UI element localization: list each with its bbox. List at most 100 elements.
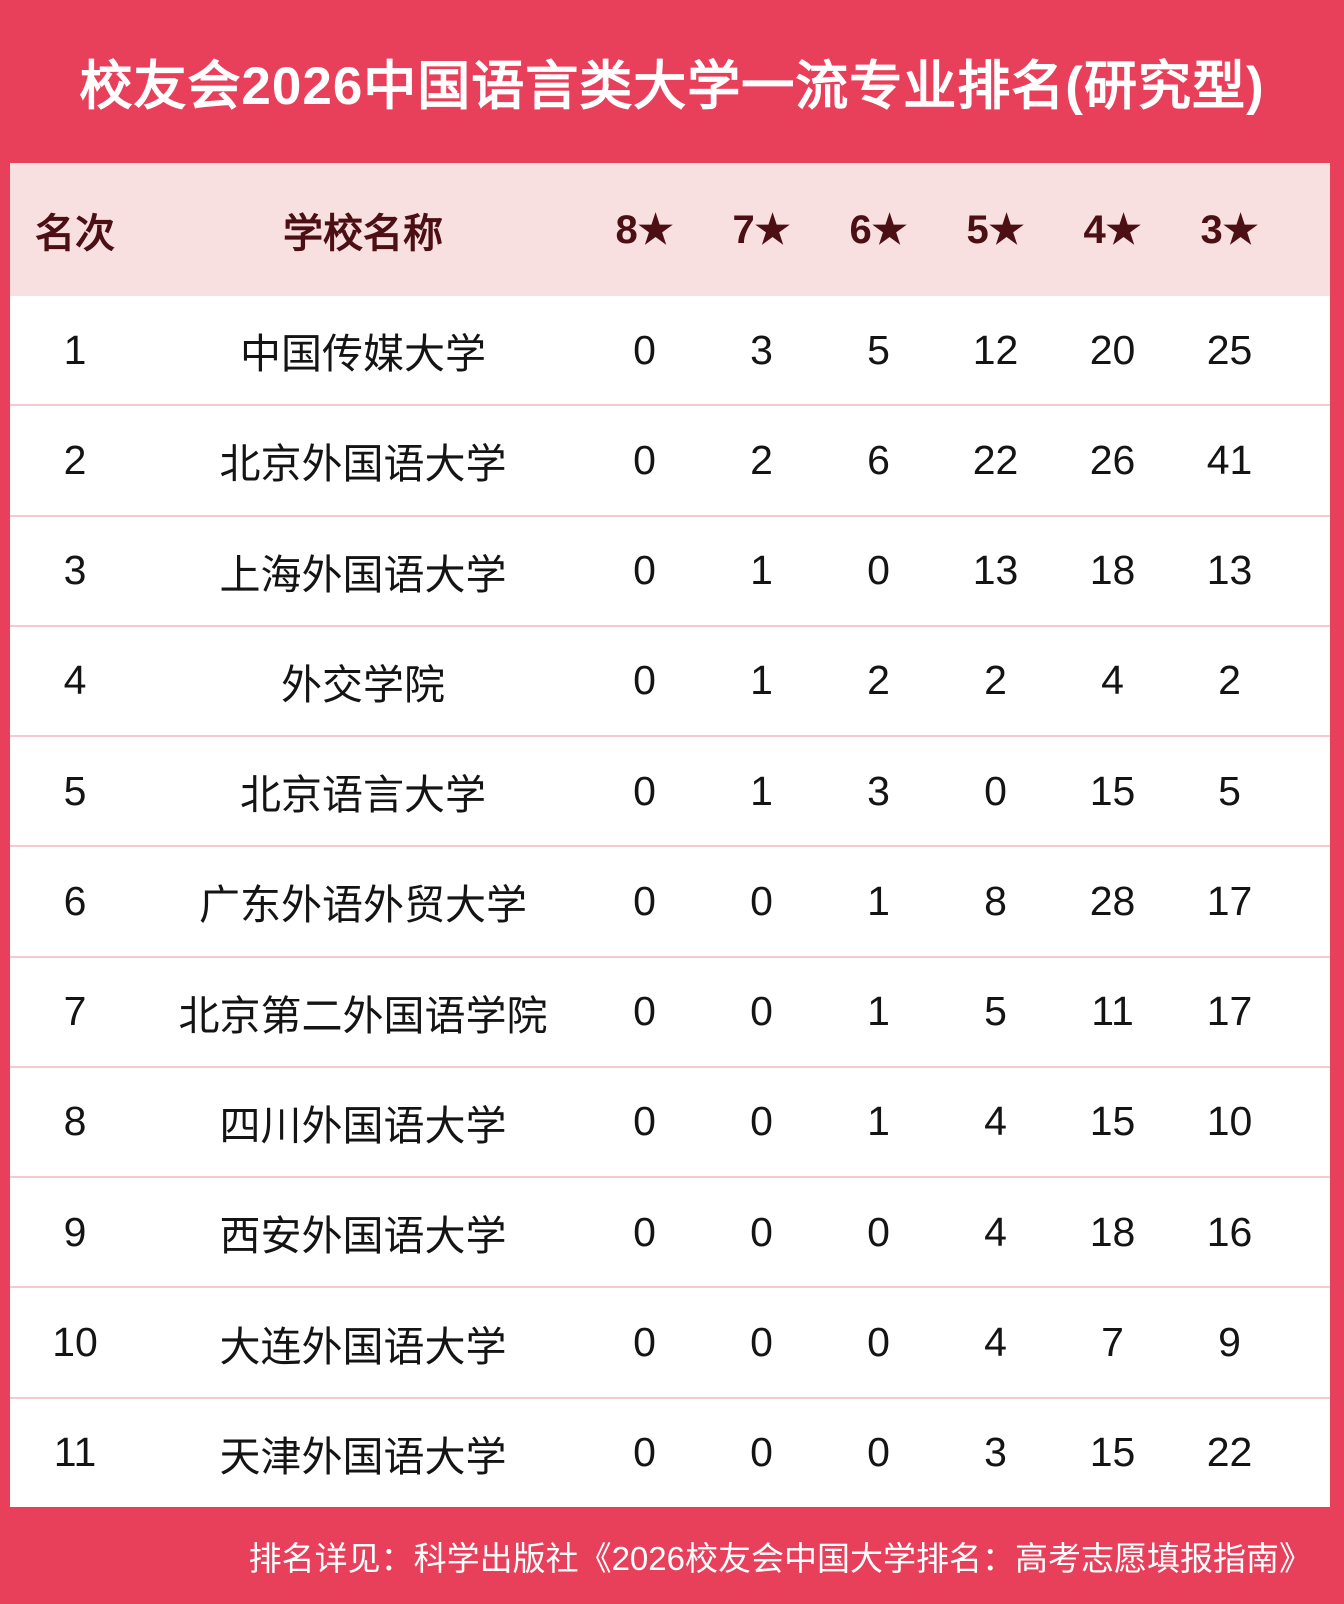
count-7star-cell: 2 (750, 436, 773, 483)
table-row: 3 上海外国语大学 0 1 0 13 18 13 (10, 514, 1330, 625)
col-header-school-name: 学校名称 (283, 211, 443, 256)
count-5star-cell: 12 (972, 326, 1019, 373)
rank-cell: 1 (63, 326, 87, 373)
table-row: 2 北京外国语大学 0 2 6 22 26 41 (10, 404, 1330, 514)
count-7star-cell: 3 (750, 326, 773, 373)
count-7star-cell: 0 (750, 1208, 773, 1255)
count-8star-cell: 0 (633, 436, 656, 483)
footer-note: 排名详见：科学出版社《2026校友会中国大学排名：高考志愿填报指南》 (248, 1539, 1312, 1577)
count-8star-cell: 0 (633, 326, 656, 373)
count-5star-cell: 4 (984, 1319, 1007, 1366)
count-4star-cell: 15 (1089, 767, 1136, 814)
table-row: 8 四川外国语大学 0 0 1 4 15 10 (10, 1065, 1330, 1176)
table-row: 1 中国传媒大学 0 3 5 12 20 25 (10, 296, 1330, 404)
count-4star-cell: 11 (1091, 988, 1134, 1035)
count-7star-cell: 1 (750, 547, 773, 594)
count-8star-cell: 0 (633, 1098, 656, 1145)
count-6star-cell: 3 (867, 767, 890, 814)
rank-cell: 2 (63, 436, 87, 483)
col-header-6star: 6★ (849, 207, 908, 252)
rank-cell: 6 (63, 877, 87, 924)
count-3star-cell: 17 (1206, 988, 1253, 1035)
count-3star-cell: 10 (1206, 1098, 1253, 1145)
count-4star-cell: 26 (1089, 436, 1136, 483)
rank-cell: 5 (63, 767, 87, 814)
count-3star-cell: 16 (1206, 1208, 1253, 1255)
school-name-cell: 上海外国语大学 (219, 551, 507, 598)
table-row: 6 广东外语外贸大学 0 0 1 8 28 17 (10, 845, 1330, 955)
count-8star-cell: 0 (633, 1319, 656, 1366)
count-3star-cell: 17 (1206, 877, 1253, 924)
count-3star-cell: 9 (1218, 1319, 1241, 1366)
ranking-table: 名次 学校名称 8★ 7★ 6★ 5★ 4★ 3★ 1 中国传媒大学 0 3 5… (10, 163, 1330, 1507)
rank-cell: 7 (63, 988, 87, 1035)
school-name-cell: 四川外国语大学 (219, 1102, 507, 1149)
school-name-cell: 中国传媒大学 (240, 331, 486, 378)
col-header-8star: 8★ (615, 207, 674, 252)
count-4star-cell: 15 (1089, 1098, 1136, 1145)
count-7star-cell: 0 (750, 1319, 773, 1366)
table-row: 11 天津外国语大学 0 0 0 3 15 22 (10, 1396, 1330, 1507)
school-name-cell: 北京语言大学 (240, 772, 486, 819)
table-row: 9 西安外国语大学 0 0 0 4 18 16 (10, 1176, 1330, 1286)
count-4star-cell: 28 (1089, 877, 1136, 924)
count-8star-cell: 0 (633, 657, 656, 704)
rank-cell: 3 (63, 547, 87, 594)
count-8star-cell: 0 (633, 988, 656, 1035)
rank-cell: 10 (52, 1319, 98, 1366)
table-row: 4 外交学院 0 1 2 2 4 2 (10, 624, 1330, 735)
table-row: 7 北京第二外国语学院 0 0 1 5 11 17 (10, 955, 1330, 1066)
count-6star-cell: 0 (867, 1429, 890, 1476)
count-8star-cell: 0 (633, 1429, 656, 1476)
count-6star-cell: 0 (867, 1319, 890, 1366)
count-7star-cell: 1 (750, 657, 773, 704)
count-5star-cell: 22 (972, 436, 1019, 483)
count-6star-cell: 1 (867, 1098, 890, 1145)
count-7star-cell: 0 (750, 1429, 773, 1476)
count-4star-cell: 18 (1089, 547, 1136, 594)
rank-cell: 9 (63, 1208, 87, 1255)
footer-banner: 排名详见：科学出版社《2026校友会中国大学排名：高考志愿填报指南》 (0, 1507, 1344, 1604)
count-5star-cell: 8 (984, 877, 1007, 924)
count-8star-cell: 0 (633, 767, 656, 814)
count-5star-cell: 0 (984, 767, 1007, 814)
col-header-7star: 7★ (732, 207, 791, 252)
count-8star-cell: 0 (633, 877, 656, 924)
count-5star-cell: 13 (972, 547, 1019, 594)
table-header-row: 名次 学校名称 8★ 7★ 6★ 5★ 4★ 3★ (10, 163, 1330, 296)
count-8star-cell: 0 (633, 1208, 656, 1255)
count-4star-cell: 18 (1089, 1208, 1136, 1255)
count-6star-cell: 0 (867, 547, 890, 594)
count-4star-cell: 15 (1089, 1429, 1136, 1476)
title-banner: 校友会2026中国语言类大学一流专业排名(研究型) (0, 0, 1344, 163)
rank-cell: 11 (53, 1429, 97, 1476)
table-body: 1 中国传媒大学 0 3 5 12 20 25 2 北京外国语大学 0 2 6 … (10, 296, 1330, 1507)
count-6star-cell: 5 (867, 326, 890, 373)
table-row: 10 大连外国语大学 0 0 0 4 7 9 (10, 1286, 1330, 1396)
rank-cell: 4 (63, 657, 87, 704)
count-6star-cell: 6 (867, 436, 890, 483)
count-7star-cell: 1 (750, 767, 773, 814)
school-name-cell: 天津外国语大学 (219, 1433, 507, 1480)
count-5star-cell: 4 (984, 1208, 1007, 1255)
count-5star-cell: 2 (984, 657, 1007, 704)
count-4star-cell: 20 (1089, 326, 1136, 373)
count-6star-cell: 1 (867, 877, 890, 924)
count-6star-cell: 0 (867, 1208, 890, 1255)
count-5star-cell: 3 (984, 1429, 1007, 1476)
count-3star-cell: 13 (1206, 547, 1253, 594)
col-header-5star: 5★ (966, 207, 1025, 252)
count-3star-cell: 41 (1206, 436, 1253, 483)
count-3star-cell: 2 (1218, 657, 1241, 704)
school-name-cell: 北京外国语大学 (219, 441, 507, 488)
count-7star-cell: 0 (750, 877, 773, 924)
school-name-cell: 外交学院 (281, 661, 445, 708)
count-6star-cell: 2 (867, 657, 890, 704)
rank-cell: 8 (63, 1098, 87, 1145)
school-name-cell: 西安外国语大学 (219, 1213, 507, 1260)
count-4star-cell: 4 (1101, 657, 1124, 704)
page-title: 校友会2026中国语言类大学一流专业排名(研究型) (79, 56, 1265, 116)
school-name-cell: 广东外语外贸大学 (199, 882, 527, 929)
count-3star-cell: 25 (1206, 326, 1253, 373)
col-header-4star: 4★ (1083, 207, 1142, 252)
